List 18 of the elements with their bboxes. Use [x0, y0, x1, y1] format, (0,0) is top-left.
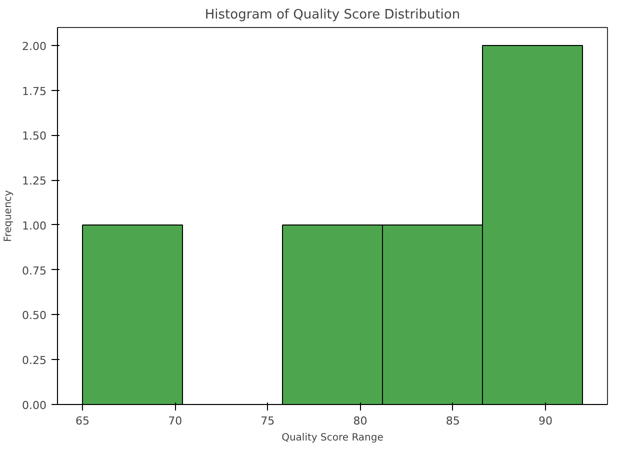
y-tick-label: 1.00: [22, 219, 47, 232]
y-tick-label: 0.75: [22, 264, 47, 278]
x-tick-label: 80: [353, 414, 368, 428]
y-axis-title: Frequency: [3, 190, 14, 242]
x-axis-title: Quality Score Range: [282, 432, 384, 444]
y-tick-label: 2.00: [22, 40, 47, 53]
y-tick-label: 1.75: [22, 84, 47, 98]
y-tick-label: 0.50: [22, 309, 47, 322]
y-tick-label: 0.25: [22, 354, 47, 368]
y-tick-label: 0.00: [22, 399, 47, 412]
y-tick-label: 1.25: [22, 174, 47, 188]
x-tick-label: 85: [446, 414, 460, 428]
x-tick-label: 75: [260, 414, 275, 428]
y-tick-label: 1.50: [22, 130, 47, 143]
x-tick-label: 70: [168, 414, 182, 428]
x-tick-label: 65: [76, 414, 90, 428]
x-tick-label: 90: [538, 414, 552, 428]
chart-title: Histogram of Quality Score Distribution: [204, 8, 460, 22]
